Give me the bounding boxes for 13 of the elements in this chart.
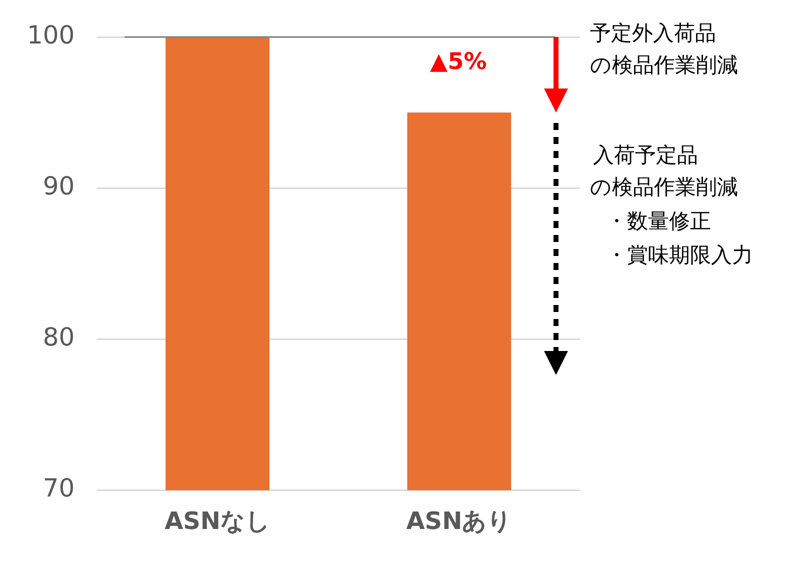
y-tick-label: 70 (42, 474, 75, 503)
text: ・賞味期限入力 (606, 242, 753, 269)
text: 入荷予定品 (593, 142, 698, 169)
text: 予定外入荷品 (590, 20, 716, 47)
y-tick-label: 80 (42, 322, 75, 352)
text: の検品作業削減 (590, 174, 738, 201)
y-tick-label: 90 (42, 172, 75, 201)
x-tick-label: ASNあり (406, 506, 512, 535)
text: ・数量修正 (606, 208, 711, 235)
annotation: ▲5% (430, 48, 487, 77)
y-tick-label: 100 (27, 20, 75, 50)
x-tick-label: ASNなし (164, 506, 271, 535)
text: の検品作業削減 (590, 52, 738, 79)
